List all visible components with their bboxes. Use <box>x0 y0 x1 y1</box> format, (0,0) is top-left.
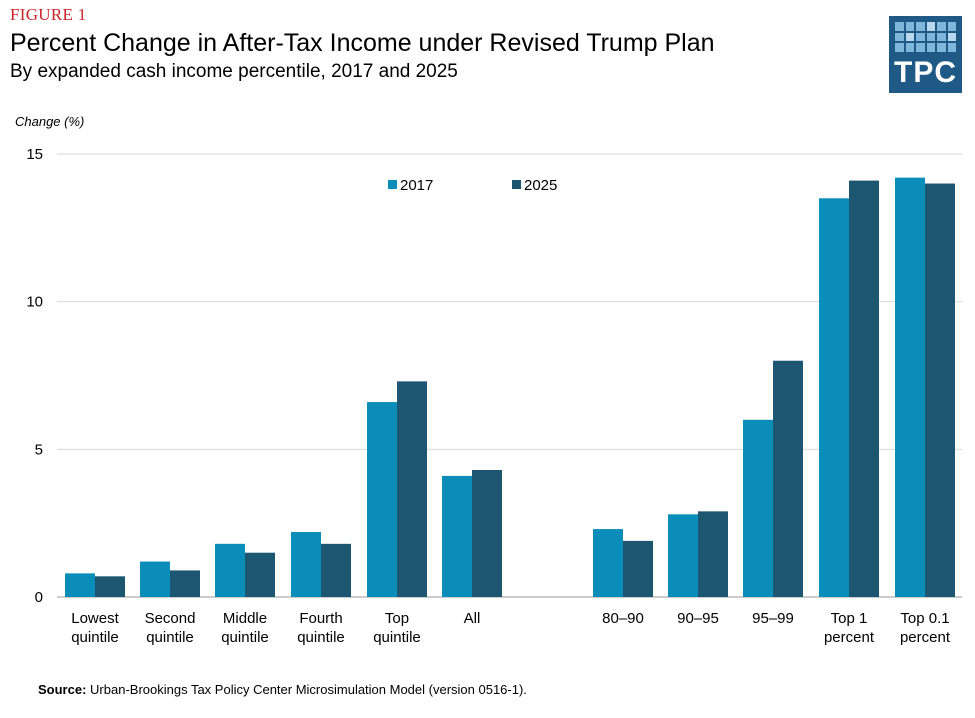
source-text: Urban-Brookings Tax Policy Center Micros… <box>90 682 527 697</box>
x-tick-label: Second <box>145 610 196 627</box>
x-tick-label: percent <box>900 629 951 646</box>
bar-2017 <box>442 475 472 597</box>
source-note: Source: Urban-Brookings Tax Policy Cente… <box>38 682 527 697</box>
bar-2017 <box>65 573 95 597</box>
y-tick-label: 10 <box>26 294 43 311</box>
y-axis-label: Change (%) <box>15 114 84 129</box>
bar-2017 <box>291 532 321 597</box>
legend-swatch-2025 <box>512 180 521 189</box>
x-tick-label: percent <box>824 629 875 646</box>
y-tick-label: 0 <box>35 589 43 606</box>
x-tick-label: quintile <box>146 629 194 646</box>
x-tick-label: Middle <box>223 610 267 627</box>
chart-title: Percent Change in After-Tax Income under… <box>10 29 715 57</box>
x-tick-label: All <box>464 610 481 627</box>
logo-grid-icon <box>895 22 956 52</box>
bar-2025 <box>397 381 427 597</box>
legend-swatch-2017 <box>388 180 397 189</box>
x-tick-label: Fourth <box>299 610 342 627</box>
legend-label-2017: 2017 <box>400 177 433 194</box>
y-tick-label: 15 <box>26 146 43 163</box>
bar-2025 <box>321 543 351 597</box>
bar-2025 <box>773 360 803 597</box>
x-tick-label: 95–99 <box>752 610 794 627</box>
bar-2025 <box>170 570 200 597</box>
bar-2017 <box>895 177 925 598</box>
x-tick-label: Lowest <box>71 610 119 627</box>
bar-2025 <box>698 511 728 597</box>
source-label: Source: <box>38 682 87 697</box>
bar-2025 <box>245 552 275 597</box>
tpc-logo: TPC <box>889 16 962 93</box>
bar-2025 <box>849 180 879 597</box>
x-tick-label: quintile <box>221 629 269 646</box>
bar-2025 <box>472 470 502 597</box>
figure-label: FIGURE 1 <box>10 5 87 24</box>
bar-2017 <box>367 402 397 597</box>
bar-2025 <box>95 576 125 597</box>
bar-2017 <box>215 543 245 597</box>
x-tick-label: Top 0.1 <box>900 610 949 627</box>
chart-subtitle: By expanded cash income percentile, 2017… <box>10 61 458 82</box>
bar-2017 <box>668 514 698 597</box>
x-tick-label: quintile <box>71 629 119 646</box>
bar-2017 <box>743 419 773 597</box>
x-tick-label: Top <box>385 610 409 627</box>
bar-2017 <box>593 529 623 597</box>
x-tick-label: quintile <box>373 629 421 646</box>
bar-2025 <box>925 183 955 598</box>
x-tick-label: 90–95 <box>677 610 719 627</box>
x-tick-label: Top 1 <box>831 610 868 627</box>
x-tick-label: quintile <box>297 629 345 646</box>
y-tick-label: 5 <box>35 441 43 458</box>
legend-label-2025: 2025 <box>524 177 557 194</box>
x-tick-label: 80–90 <box>602 610 644 627</box>
bar-2017 <box>819 198 849 598</box>
bar-2017 <box>140 561 170 597</box>
bar-2025 <box>623 540 653 597</box>
logo-text: TPC <box>894 56 957 89</box>
